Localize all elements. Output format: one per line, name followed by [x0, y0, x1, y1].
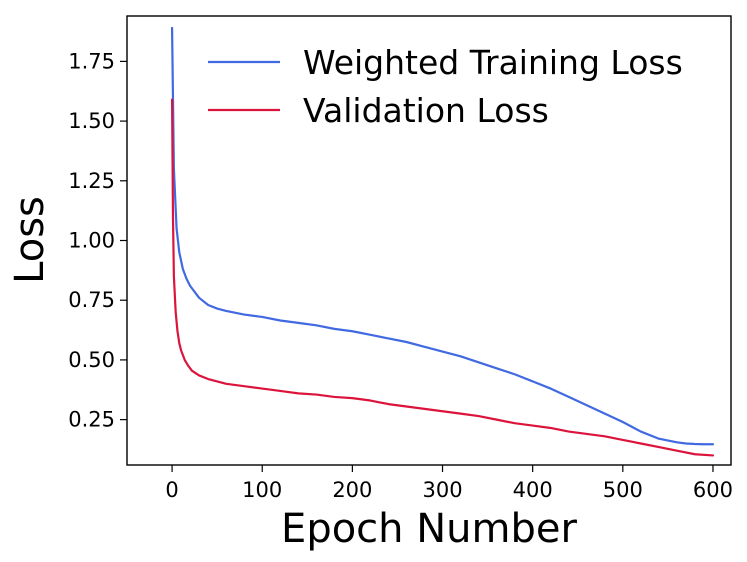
- y-tick-label: 1.50: [68, 109, 115, 133]
- x-axis: 0 100 200 300 400 500 600: [165, 465, 733, 502]
- y-tick-label: 1.75: [68, 49, 115, 73]
- y-tick-label: 1.00: [68, 229, 115, 253]
- x-axis-label: Epoch Number: [281, 506, 577, 552]
- x-tick-label: 0: [165, 478, 178, 502]
- series-layer: [170, 26, 715, 457]
- y-tick-label: 0.75: [68, 288, 115, 312]
- series-line-training: [170, 26, 715, 446]
- legend-label-training: Weighted Training Loss: [303, 43, 683, 82]
- x-tick-label: 200: [332, 478, 372, 502]
- x-tick-label: 300: [422, 478, 462, 502]
- legend-label-validation: Validation Loss: [303, 91, 549, 130]
- x-tick-label: 500: [603, 478, 643, 502]
- y-axis-label: Loss: [7, 196, 53, 284]
- x-tick-label: 600: [693, 478, 733, 502]
- series-line-validation: [170, 98, 715, 457]
- y-axis: 0.25 0.50 0.75 1.00 1.25 1.50 1.75: [68, 49, 127, 432]
- legend: Weighted Training Loss Validation Loss: [208, 43, 683, 130]
- y-tick-label: 0.50: [68, 348, 115, 372]
- y-tick-label: 1.25: [68, 169, 115, 193]
- x-tick-label: 100: [242, 478, 282, 502]
- y-tick-label: 0.25: [68, 408, 115, 432]
- x-tick-label: 400: [513, 478, 553, 502]
